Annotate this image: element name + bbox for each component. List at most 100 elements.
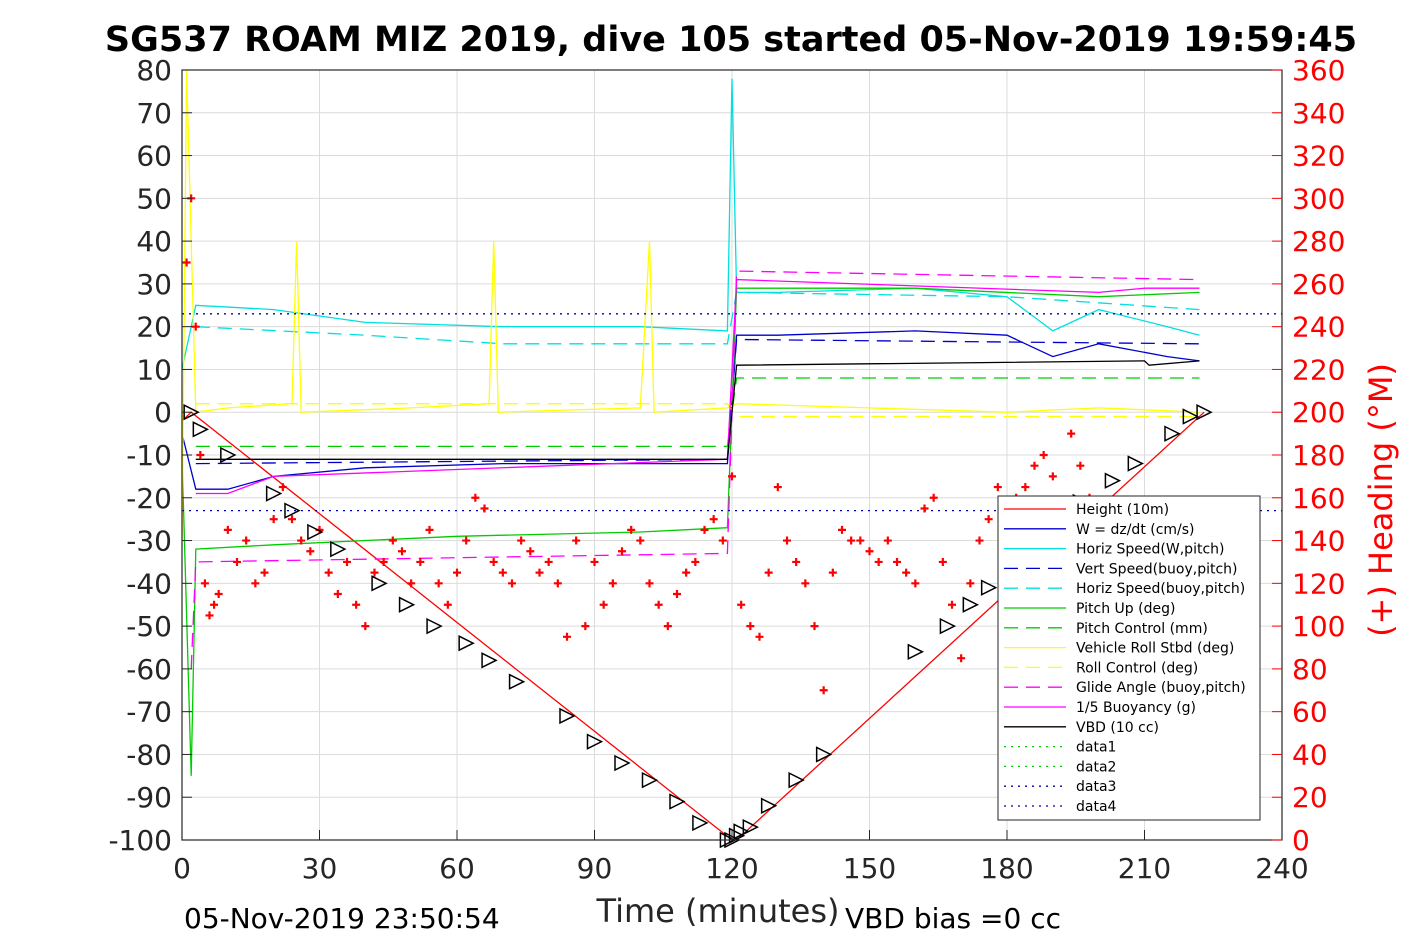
depth-marker <box>458 635 475 652</box>
series-line-6 <box>195 377 1200 448</box>
x-tick-label: 60 <box>439 852 475 885</box>
heading-point <box>407 579 416 588</box>
y-right-tick-label: 240 <box>1292 311 1345 344</box>
x-tick-label: 240 <box>1255 852 1308 885</box>
y-left-tick-label: -90 <box>126 781 172 814</box>
heading-point <box>182 258 191 267</box>
depth-marker <box>330 540 347 558</box>
right-axis-label: (+) Heading (°M) <box>1362 363 1400 637</box>
depth-marker <box>641 771 659 789</box>
heading-point <box>728 472 736 481</box>
y-right-tick-label: 260 <box>1292 268 1345 301</box>
heading-point <box>343 557 351 566</box>
heading-point <box>196 451 205 459</box>
heading-point <box>214 590 223 599</box>
depth-marker <box>220 446 237 464</box>
depth-marker <box>614 754 631 772</box>
y-left-tick-label: 0 <box>154 396 172 429</box>
heading-point <box>572 536 581 545</box>
series-line-2 <box>181 78 1200 370</box>
heading-point <box>416 557 425 566</box>
heading-point <box>709 515 718 524</box>
legend-box <box>997 495 1261 821</box>
series-line-5 <box>181 287 1200 776</box>
depth-marker <box>728 827 746 844</box>
heading-point <box>278 483 287 492</box>
y-left-tick-label: -60 <box>126 653 172 686</box>
series-group <box>181 69 1282 841</box>
heading-point <box>792 557 801 566</box>
depth-marker <box>1127 455 1145 472</box>
heading-point <box>200 579 209 588</box>
heading-point <box>379 557 388 566</box>
y-left-tick-label: 80 <box>136 54 172 87</box>
legend-label-2: Horiz Speed(W,pitch) <box>1076 542 1224 558</box>
depth-marker <box>692 814 709 832</box>
y-left-tick-label: -70 <box>126 696 172 729</box>
heading-point <box>966 579 975 588</box>
legend-label-6: Pitch Control (mm) <box>1076 621 1208 637</box>
heading-point <box>718 536 727 545</box>
y-right-tick-label: 60 <box>1292 696 1328 729</box>
y-left-tick-label: 20 <box>136 311 172 344</box>
x-tick-label: 90 <box>577 852 613 885</box>
heading-point <box>242 536 251 545</box>
heading-point <box>398 547 406 556</box>
legend-label-12: data1 <box>1076 740 1116 756</box>
y-left-tick-label: -100 <box>108 824 172 857</box>
heading-point <box>517 536 526 545</box>
heading-point <box>819 686 828 695</box>
x-tick-label: 120 <box>705 852 758 885</box>
series-line-10 <box>195 278 1200 495</box>
y-right-tick-label: 20 <box>1292 781 1328 814</box>
y-right-tick-label: 340 <box>1292 97 1345 130</box>
heading-point <box>874 557 883 566</box>
depth-marker <box>733 823 750 840</box>
legend-label-8: Roll Control (deg) <box>1076 660 1198 676</box>
heading-point <box>269 515 278 524</box>
heading-point <box>1067 429 1076 438</box>
heading-point <box>773 483 782 492</box>
heading-point <box>618 547 626 556</box>
heading-point <box>700 525 709 534</box>
depth-marker <box>815 746 833 763</box>
legend-label-1: W = dz/dt (cm/s) <box>1076 522 1195 538</box>
depth-marker <box>307 523 324 541</box>
depth-marker <box>371 575 388 592</box>
y-right-tick-label: 80 <box>1292 653 1328 686</box>
series-line-3 <box>195 338 1200 465</box>
heading-point <box>957 654 966 663</box>
heading-point <box>801 579 810 588</box>
heading-point <box>388 536 397 545</box>
heading-point <box>663 622 672 631</box>
chart-title: SG537 ROAM MIZ 2019, dive 105 started 05… <box>105 20 1357 60</box>
heading-point <box>1039 451 1048 459</box>
heading-point <box>755 632 764 641</box>
y-left-tick-label: -10 <box>126 439 172 472</box>
heading-point <box>352 600 361 609</box>
y-right-tick-label: 0 <box>1292 824 1310 857</box>
depth-marker <box>742 818 760 836</box>
y-left-tick-label: -40 <box>126 567 172 600</box>
heading-point <box>883 536 892 545</box>
heading-point <box>581 622 590 631</box>
heading-point <box>975 536 984 545</box>
y-left-tick-label: -20 <box>126 482 172 515</box>
legend-label-13: data2 <box>1076 759 1116 775</box>
heading-point <box>233 557 241 566</box>
heading-point <box>526 547 535 556</box>
legend-label-10: 1/5 Buoyancy (g) <box>1076 700 1196 716</box>
x-tick-label: 210 <box>1118 852 1171 885</box>
y-right-tick-label: 100 <box>1292 610 1345 643</box>
heading-point <box>297 536 306 545</box>
heading-point <box>608 579 617 588</box>
x-tick-label: 180 <box>980 852 1033 885</box>
heading-point <box>205 611 214 620</box>
y-right-tick-label: 40 <box>1292 738 1328 771</box>
heading-point <box>1048 472 1057 481</box>
depth-marker <box>939 617 957 635</box>
heading-point <box>191 322 200 331</box>
heading-point <box>498 568 507 577</box>
heading-point <box>251 579 260 588</box>
heading-point <box>324 568 333 577</box>
